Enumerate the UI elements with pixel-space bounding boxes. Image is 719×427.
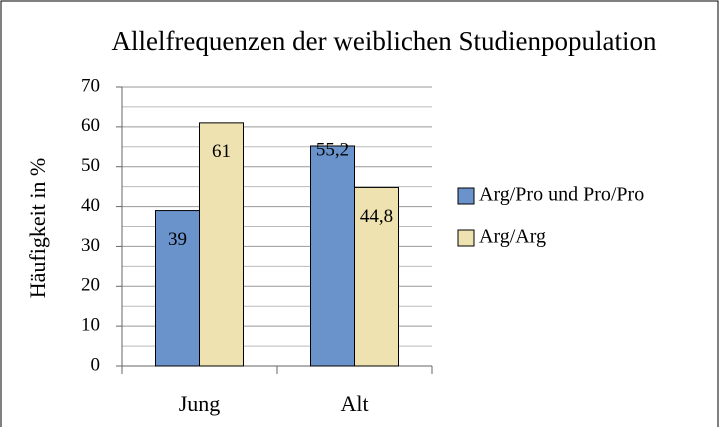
data-label: 55,2 [316, 139, 349, 160]
y-tick-label: 50 [81, 155, 100, 176]
y-tick-label: 20 [81, 275, 100, 296]
bar [310, 145, 355, 367]
x-tick-label: Jung [179, 391, 221, 416]
y-tick-label: 60 [81, 115, 100, 136]
bar [354, 186, 399, 367]
legend-swatch [457, 229, 475, 247]
y-tick-label: 10 [81, 315, 100, 336]
chart-title: Allelfrequenzen der weiblichen Studienpo… [111, 26, 657, 56]
y-tick-label: 0 [91, 354, 101, 375]
legend-label: Arg/Arg [479, 226, 546, 248]
y-tick-label: 40 [81, 195, 100, 216]
legend-swatch [457, 187, 475, 205]
bar [199, 122, 244, 367]
y-axis-label: Häufigkeit in % [25, 158, 50, 299]
data-label: 61 [212, 141, 231, 162]
data-label: 39 [168, 229, 187, 250]
legend-label: Arg/Pro und Pro/Pro [479, 184, 644, 206]
data-label: 44,8 [360, 206, 393, 227]
y-tick-label: 70 [81, 75, 100, 96]
x-tick-label: Alt [340, 391, 368, 416]
bar [155, 210, 200, 367]
y-tick-label: 30 [81, 235, 100, 256]
